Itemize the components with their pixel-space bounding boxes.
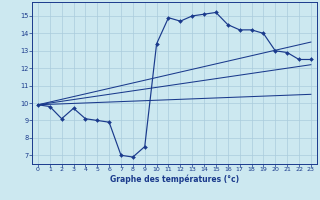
X-axis label: Graphe des températures (°c): Graphe des températures (°c) [110, 175, 239, 184]
